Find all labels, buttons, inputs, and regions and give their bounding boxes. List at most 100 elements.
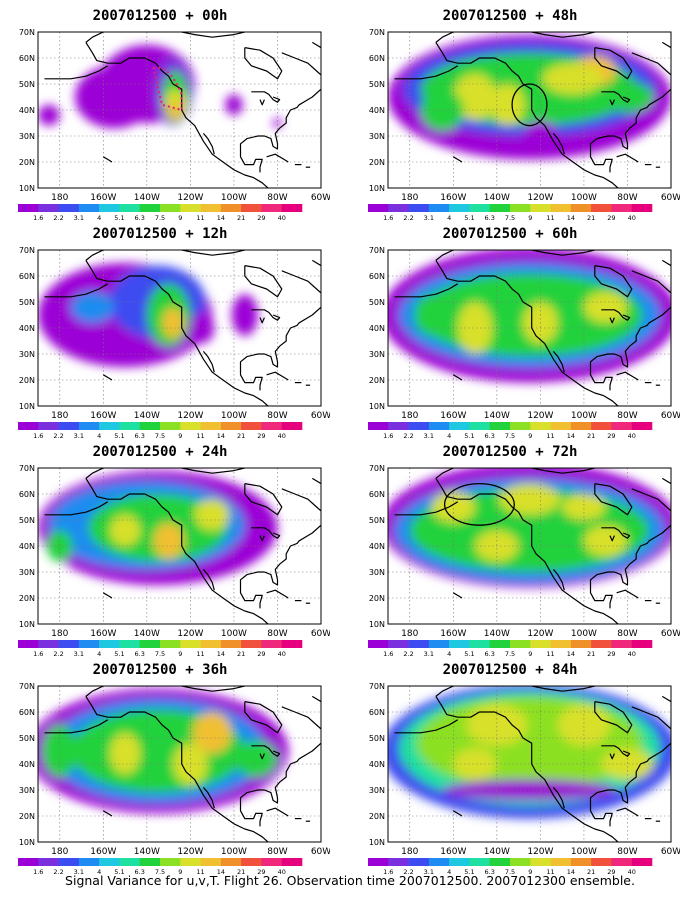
lon-tick-label: 120W — [177, 193, 203, 203]
colorbar-label: 1.6 — [383, 214, 393, 222]
colorbar-label: 3.1 — [424, 214, 434, 222]
target-area-circle — [443, 482, 515, 526]
map-frame — [37, 467, 322, 625]
colorbar-label: 6.3 — [485, 650, 495, 658]
colorbar-label: 1.6 — [33, 868, 43, 876]
colorbar-swatch — [449, 858, 470, 866]
colorbar-label: 11 — [546, 650, 554, 658]
variance-contour — [38, 104, 60, 126]
lon-tick-label: 60W — [311, 847, 330, 857]
variance-contour — [233, 740, 278, 777]
colorbar-swatch — [241, 422, 262, 430]
colorbar-label: 29 — [257, 650, 265, 658]
colorbar-swatch — [469, 640, 491, 648]
lon-tick-label: 80W — [617, 847, 637, 857]
lat-tick-label: 10N — [19, 402, 35, 411]
colorbar-label: 2.2 — [403, 432, 413, 440]
map-panel-p48: 2007012500 + 48h 70N 60N 50N 40N 30N 20N 10N 180… — [360, 8, 680, 222]
colorbar-swatch — [200, 204, 222, 212]
variance-contour — [192, 712, 232, 754]
colorbar-label: 9 — [528, 214, 532, 222]
colorbar-swatch — [261, 640, 283, 648]
map-frame — [387, 249, 672, 407]
colorbar-label: 2.2 — [53, 868, 63, 876]
colorbar-label: 7.5 — [505, 650, 515, 658]
variance-contour — [542, 63, 604, 95]
lat-tick-label: 20N — [369, 376, 385, 385]
lat-tick-label: 40N — [369, 760, 385, 769]
lat-tick-label: 70N — [369, 246, 385, 255]
variance-map: 70N 60N 50N 40N 30N 20N 10N 180 160W 140W 120W 100W… — [368, 682, 680, 876]
colorbar-label: 21 — [587, 432, 595, 440]
lat-tick-label: 70N — [369, 28, 385, 37]
lon-tick-label: 160W — [440, 847, 466, 857]
lat-tick-label: 60N — [19, 708, 35, 717]
colorbar-swatch — [428, 858, 450, 866]
colorbar-label: 3.1 — [424, 868, 434, 876]
colorbar-swatch — [611, 422, 633, 430]
map-frame — [37, 685, 322, 843]
colorbar-label: 6.3 — [485, 432, 495, 440]
lon-tick-label: 140W — [484, 847, 510, 857]
variance-map: 70N 60N 50N 40N 30N 20N 10N 180 160W 140W 120W 100W… — [368, 464, 680, 658]
colorbar-swatch — [220, 640, 242, 648]
colorbar-label: 29 — [257, 868, 265, 876]
colorbar-label: 21 — [237, 214, 245, 222]
graticule — [38, 686, 321, 842]
colorbar-swatch — [530, 422, 551, 430]
colorbar-swatch — [510, 858, 531, 866]
colorbar-swatch — [408, 422, 430, 430]
colorbar-label: 1.6 — [33, 214, 43, 222]
lat-tick-label: 20N — [19, 376, 35, 385]
colorbar-label: 29 — [607, 214, 615, 222]
panel-title: 2007012500 + 36h — [92, 662, 228, 678]
map-panel-p60: 2007012500 + 60h 70N 60N 50N 40N 30N 20N 10N 180… — [360, 226, 680, 440]
lat-tick-label: 20N — [369, 594, 385, 603]
variance-contour — [194, 499, 230, 531]
lat-tick-label: 60N — [369, 272, 385, 281]
lat-tick-label: 10N — [19, 838, 35, 847]
map-frame — [387, 31, 672, 189]
colorbar-label: 11 — [196, 432, 204, 440]
lat-tick-label: 40N — [19, 542, 35, 551]
map-panel-p00: 2007012500 + 00h 70N 60N 50N 40N 30N 20N 10N 180… — [10, 8, 330, 222]
colorbar-swatch — [180, 204, 201, 212]
lat-tick-label: 70N — [19, 682, 35, 691]
lon-tick-label: 180 — [401, 411, 418, 421]
colorbar-label: 9 — [178, 868, 182, 876]
colorbar-label: 2.2 — [403, 214, 413, 222]
lon-tick-label: 180 — [401, 193, 418, 203]
colorbar-swatch — [510, 204, 531, 212]
lon-tick-label: 180 — [51, 193, 68, 203]
colorbar-swatch — [78, 858, 100, 866]
variance-contour — [453, 748, 497, 780]
lat-tick-label: 20N — [369, 812, 385, 821]
colorbar-swatch — [591, 858, 612, 866]
map-frame — [37, 249, 322, 407]
colorbar-label: 7.5 — [155, 650, 165, 658]
lon-tick-label: 80W — [617, 629, 637, 639]
colorbar-swatch — [180, 640, 201, 648]
variance-map: 70N 60N 50N 40N 30N 20N 10N 180 160W 140W 120W 100W… — [18, 246, 330, 440]
lon-tick-label: 180 — [401, 847, 418, 857]
variance-contour — [488, 273, 550, 305]
map-panel-p36: 2007012500 + 36h 70N 60N 50N 40N 30N 20N 10N 180… — [10, 662, 330, 876]
lat-tick-label: 50N — [369, 516, 385, 525]
colorbar-swatch — [99, 858, 120, 866]
colorbar-swatch — [200, 640, 222, 648]
graticule — [388, 468, 671, 624]
map-frame — [387, 467, 672, 625]
colorbar-swatch — [220, 204, 242, 212]
graticule — [38, 468, 321, 624]
colorbar-swatch — [469, 422, 491, 430]
lon-tick-label: 120W — [177, 629, 203, 639]
colorbar-label: 3.1 — [424, 432, 434, 440]
lat-tick-label: 30N — [369, 568, 385, 577]
colorbar-label: 9 — [528, 868, 532, 876]
colorbar-swatch — [18, 204, 39, 212]
colorbar-swatch — [38, 422, 59, 430]
colorbar-swatch — [241, 640, 262, 648]
lon-tick-label: 60W — [311, 629, 330, 639]
colorbar-swatch — [570, 640, 592, 648]
colorbar-swatch — [18, 858, 39, 866]
